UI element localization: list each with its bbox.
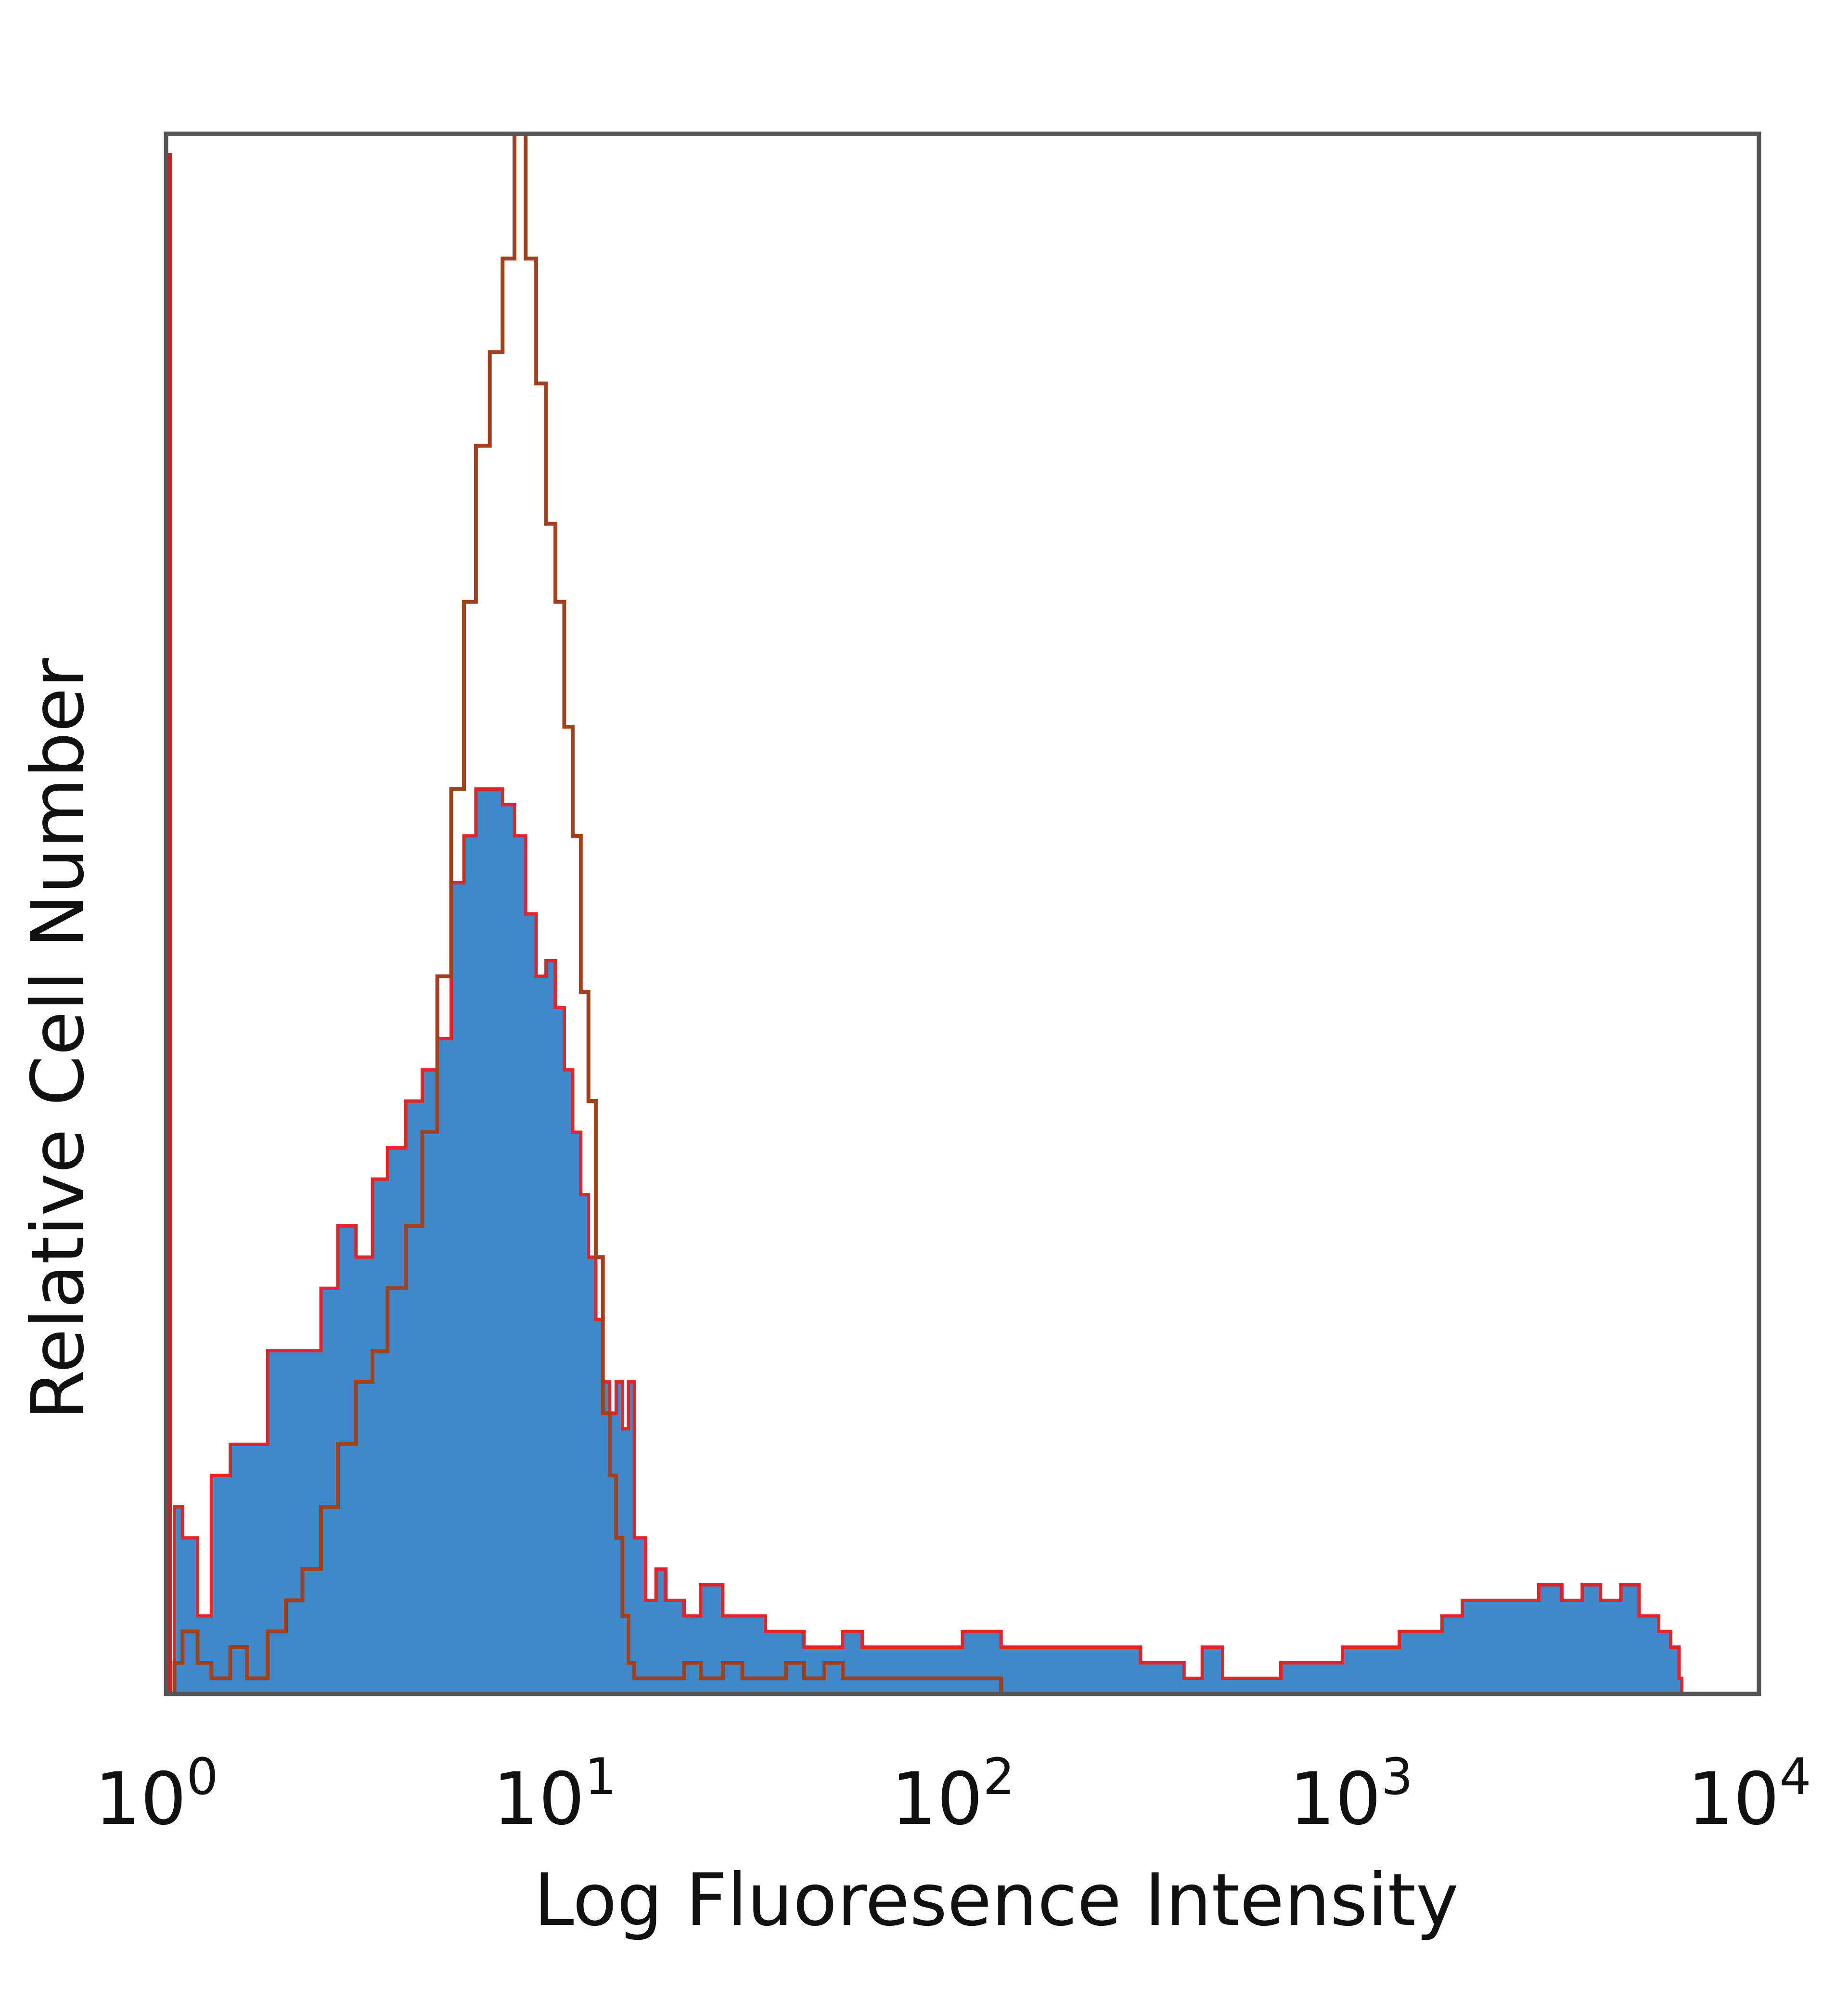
x-tick-exponent: 0	[186, 1747, 218, 1806]
histogram-outline	[166, 132, 1065, 1696]
x-tick-label: 102	[891, 1747, 1014, 1841]
x-axis-ticks: 100 101 102 103 104	[94, 1747, 1811, 1841]
x-tick-exponent: 1	[585, 1747, 616, 1806]
y-axis-title: Relative Cell Number	[16, 658, 100, 1420]
x-axis-title: Log Fluoresence Intensity	[534, 1859, 1459, 1942]
x-tick-base: 10	[891, 1757, 983, 1841]
x-tick-base: 10	[1289, 1757, 1381, 1841]
x-tick-exponent: 3	[1381, 1747, 1413, 1806]
x-tick-label: 100	[94, 1747, 218, 1841]
plot-frame	[164, 131, 1761, 1696]
x-tick-label: 101	[493, 1747, 616, 1841]
x-tick-exponent: 4	[1779, 1747, 1811, 1806]
x-tick-base: 10	[1687, 1757, 1779, 1841]
x-tick-label: 103	[1289, 1747, 1413, 1841]
x-tick-exponent: 2	[983, 1747, 1014, 1806]
x-tick-base: 10	[94, 1757, 186, 1841]
histogram-filled	[166, 787, 1684, 1696]
x-tick-label: 104	[1687, 1747, 1811, 1841]
x-tick-base: 10	[493, 1757, 585, 1841]
